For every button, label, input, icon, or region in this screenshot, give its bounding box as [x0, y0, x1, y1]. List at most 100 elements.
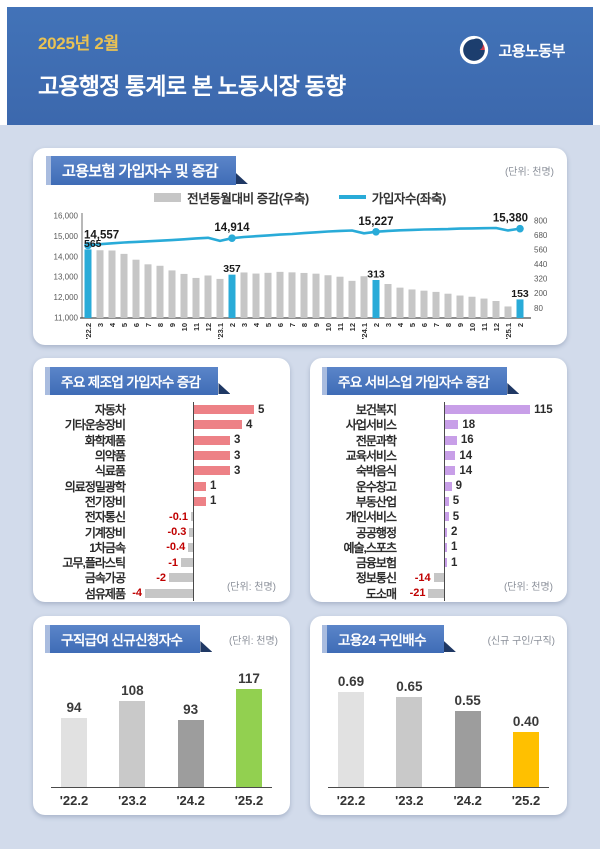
legend-item-bars: 전년동월대비 증감(우축) — [154, 188, 309, 207]
category-label: 정보통신 — [355, 571, 397, 586]
x-axis-label: 6 — [420, 323, 429, 327]
value-label: -0.4 — [166, 541, 186, 554]
negative-zone: -4 — [125, 587, 193, 599]
value-label: 1 — [451, 556, 458, 569]
card-services: 주요 서비스업 가입자수 증감 보건복지 115 사업서비스 18 전문과학 16 교육서비… — [310, 358, 567, 602]
positive-zone — [193, 585, 278, 601]
negative-zone: -0.4 — [125, 541, 193, 553]
positive-zone — [193, 539, 278, 555]
value-label: 4 — [246, 418, 253, 431]
section-title: 주요 제조업 가입자수 증감 — [61, 375, 201, 390]
right-axis-tick: 440 — [534, 260, 548, 269]
unit-label: (단위: 천명) — [504, 167, 554, 178]
delta-bar — [312, 273, 320, 318]
bar-value-label: 153 — [511, 288, 529, 300]
delta-bar — [264, 272, 272, 318]
value-bar — [194, 405, 254, 415]
value-bar — [445, 527, 447, 537]
value-label: 5 — [452, 495, 460, 508]
line-point-label: 15,227 — [358, 216, 393, 228]
header: 2025년 2월 고용행정 통계로 본 노동시장 동향 고용노동부 — [7, 7, 593, 125]
value-bar — [194, 435, 230, 445]
positive-zone: 4 — [193, 417, 278, 433]
vbar-column: 117 — [226, 671, 272, 787]
value-bar — [194, 481, 206, 491]
line-point-marker — [84, 241, 92, 250]
value-bar — [145, 588, 193, 598]
x-axis-label: 4 — [252, 322, 261, 327]
value-bar — [338, 691, 364, 787]
banner-accent-strip — [45, 625, 50, 653]
value-label: 0.40 — [512, 713, 540, 729]
delta-bar — [492, 301, 500, 318]
value-bar — [119, 700, 146, 787]
category-label: 금속가공 — [84, 571, 126, 586]
unit-label: (단위: 천명) — [228, 636, 278, 647]
category-label: 기계장비 — [84, 525, 126, 540]
value-label: 3 — [234, 434, 241, 447]
x-axis-label: 7 — [288, 323, 297, 327]
page-title: 고용행정 통계로 본 노동시장 동향 — [38, 73, 346, 99]
banner-corner-icon — [443, 641, 456, 652]
unit-label: (단위: 천명) — [226, 582, 276, 593]
insured-combo-chart: 16,000 15,000 14,000 13,000 12,000 11,000 800 6… — [46, 206, 554, 345]
delta-bar — [156, 265, 164, 318]
value-label: 94 — [66, 700, 82, 716]
category-label: 고무,플라스틱 — [62, 556, 126, 571]
delta-bar — [252, 273, 260, 318]
negative-zone: -2 — [125, 572, 193, 584]
x-axis-label: 2 — [228, 323, 237, 327]
category-label: 섬유제품 — [84, 586, 126, 601]
hbar-row: 섬유제품 -4 — [45, 585, 278, 601]
positive-zone — [444, 570, 555, 586]
category-label: '23.2 — [395, 793, 424, 808]
banner-accent-strip — [45, 367, 50, 395]
hbar-row: 식료품 3 — [45, 463, 278, 479]
left-axis-tick: 15,000 — [54, 232, 79, 241]
left-axis-tick: 16,000 — [54, 212, 79, 221]
x-axis-label: '23.1 — [216, 323, 225, 339]
hbar-row: 정보통신 -14 — [322, 570, 555, 586]
value-label: -0.1 — [169, 510, 188, 523]
delta-bar — [84, 249, 92, 318]
positive-zone — [193, 570, 278, 586]
category-label: 숙박음식 — [355, 464, 397, 479]
vbar-plot: 94 108 93 117 — [51, 655, 272, 788]
right-axis-tick: 680 — [534, 231, 548, 240]
legend-item-line: 가입자수(좌축) — [338, 188, 446, 207]
hbar-row: 교육서비스 14 — [322, 447, 555, 464]
category-label: 보건복지 — [355, 403, 397, 418]
ministry-logo-icon — [460, 35, 489, 65]
delta-bar — [96, 250, 104, 318]
category-label: '24.2 — [176, 793, 205, 808]
category-label: 운수창고 — [355, 479, 397, 494]
category-label: 사업서비스 — [345, 418, 397, 433]
positive-zone: 1 — [193, 493, 278, 510]
vbar-column: 93 — [168, 702, 214, 787]
x-axis-label: 10 — [468, 323, 477, 331]
value-label: 5 — [258, 403, 265, 416]
hbar-row: 도소매 -21 — [322, 585, 555, 601]
section-title-banner: 구직급여 신규신청자수 — [45, 625, 213, 653]
delta-bar — [132, 259, 140, 318]
positive-zone: 3 — [193, 432, 278, 448]
delta-bar — [240, 272, 248, 318]
vbar-column: 94 — [51, 700, 97, 787]
value-label: -21 — [409, 587, 426, 600]
card-insured-trend: 고용보험 가입자수 및 증감 (단위: 천명) 전년동월대비 증감(우축) 가입… — [33, 148, 567, 345]
left-axis-tick: 14,000 — [54, 252, 79, 261]
banner-accent-strip — [46, 156, 51, 185]
negative-zone: -14 — [396, 572, 444, 584]
section-title-banner: 고용보험 가입자수 및 증감 — [46, 156, 248, 185]
card-manufacturing: 주요 제조업 가입자수 증감 자동차 5 기타운송장비 4 화학제품 3 의약품 3 식료품 3 의… — [33, 358, 290, 602]
hbar-row: 부동산업 5 — [322, 493, 555, 510]
banner-accent-strip — [322, 367, 327, 395]
x-axis-label: 10 — [324, 323, 333, 331]
delta-bar — [384, 284, 392, 318]
delta-bar — [108, 250, 116, 318]
right-axis-tick: 80 — [534, 304, 543, 313]
value-label: 93 — [183, 701, 199, 717]
hbar-row: 의약품 3 — [45, 447, 278, 464]
positive-zone: 3 — [193, 447, 278, 464]
